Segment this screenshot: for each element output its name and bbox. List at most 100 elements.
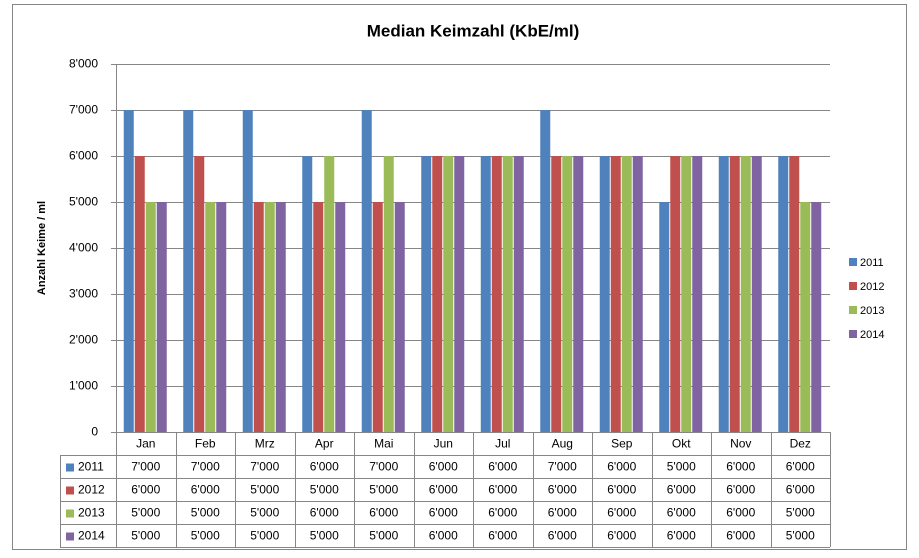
table-value: 6'000 xyxy=(607,483,636,497)
bar xyxy=(562,156,573,432)
table-value: 6'000 xyxy=(726,529,755,543)
legend-label: 2011 xyxy=(860,257,884,269)
bar xyxy=(134,156,145,432)
bar xyxy=(789,156,800,432)
x-tick-label: Dez xyxy=(790,437,811,451)
bar xyxy=(692,156,703,432)
bar xyxy=(551,156,562,432)
table-value: 7'000 xyxy=(191,460,220,474)
table-value: 6'000 xyxy=(310,460,339,474)
x-tick-label: Apr xyxy=(315,437,334,451)
table-value: 6'000 xyxy=(786,483,815,497)
bar xyxy=(432,156,443,432)
x-tick-label: Jun xyxy=(434,437,453,451)
table-value: 6'000 xyxy=(488,460,517,474)
table-value: 6'000 xyxy=(667,506,696,520)
table-value: 5'000 xyxy=(191,506,220,520)
table-value: 7'000 xyxy=(369,460,398,474)
bar xyxy=(778,156,789,432)
legend-label: 2012 xyxy=(860,281,884,293)
x-tick-label: Okt xyxy=(672,437,691,451)
table-value: 6'000 xyxy=(726,506,755,520)
bar xyxy=(513,156,524,432)
table-value: 5'000 xyxy=(310,529,339,543)
bar xyxy=(443,156,454,432)
table-value: 7'000 xyxy=(131,460,160,474)
table-value: 5'000 xyxy=(310,483,339,497)
table-value: 6'000 xyxy=(488,506,517,520)
table-value: 5'000 xyxy=(667,460,696,474)
bar xyxy=(659,202,670,432)
bar xyxy=(372,202,383,432)
table-value: 6'000 xyxy=(191,483,220,497)
bar xyxy=(540,110,551,432)
y-tick-label: 7'000 xyxy=(69,103,98,117)
table-value: 7'000 xyxy=(548,460,577,474)
bar xyxy=(502,156,513,432)
bar xyxy=(394,202,405,432)
x-tick-label: Aug xyxy=(552,437,573,451)
bar xyxy=(610,156,621,432)
bar xyxy=(599,156,610,432)
table-value: 6'000 xyxy=(548,506,577,520)
y-tick-label: 1'000 xyxy=(69,379,98,393)
bar xyxy=(183,110,194,432)
table-value: 6'000 xyxy=(310,506,339,520)
bar xyxy=(621,156,632,432)
bar xyxy=(811,202,822,432)
table-value: 6'000 xyxy=(548,483,577,497)
x-tick-label: Mrz xyxy=(255,437,275,451)
x-tick-label: Jan xyxy=(136,437,155,451)
x-tick-label: Sep xyxy=(611,437,633,451)
table-value: 5'000 xyxy=(250,529,279,543)
table-value: 5'000 xyxy=(131,529,160,543)
table-value: 6'000 xyxy=(131,483,160,497)
table-value: 6'000 xyxy=(607,529,636,543)
bar xyxy=(275,202,286,432)
bar xyxy=(302,156,313,432)
bar xyxy=(751,156,762,432)
x-tick-label: Nov xyxy=(730,437,751,451)
bar xyxy=(421,156,432,432)
bar xyxy=(335,202,346,432)
x-tick-label: Jul xyxy=(495,437,510,451)
table-legend-key xyxy=(66,509,74,518)
table-legend-key xyxy=(66,463,74,472)
table-value: 5'000 xyxy=(369,529,398,543)
bar xyxy=(194,156,205,432)
legend-key xyxy=(849,330,857,338)
bar xyxy=(253,202,264,432)
bar xyxy=(264,202,275,432)
table-value: 6'000 xyxy=(786,460,815,474)
chart-title: Median Keimzahl (KbE/ml) xyxy=(367,21,580,40)
table-value: 5'000 xyxy=(786,529,815,543)
table-value: 5'000 xyxy=(786,506,815,520)
bar xyxy=(156,202,167,432)
bar xyxy=(383,156,394,432)
y-tick-label: 3'000 xyxy=(69,287,98,301)
bar xyxy=(670,156,681,432)
bar xyxy=(361,110,372,432)
table-value: 6'000 xyxy=(667,483,696,497)
y-tick-label: 5'000 xyxy=(69,195,98,209)
y-axis-title: Anzahl Keime / ml xyxy=(36,201,48,295)
legend-key xyxy=(849,258,857,266)
bar xyxy=(313,202,324,432)
table-value: 6'000 xyxy=(488,529,517,543)
bar xyxy=(216,202,227,432)
bar xyxy=(491,156,502,432)
bar xyxy=(123,110,134,432)
bar xyxy=(740,156,751,432)
table-legend-key xyxy=(66,486,74,495)
table-value: 5'000 xyxy=(369,483,398,497)
bar xyxy=(681,156,692,432)
x-tick-label: Mai xyxy=(374,437,393,451)
bar xyxy=(800,202,811,432)
table-legend-key xyxy=(66,532,74,541)
table-value: 6'000 xyxy=(726,483,755,497)
table-series-name: 2014 xyxy=(78,529,105,543)
table-value: 6'000 xyxy=(369,506,398,520)
bar xyxy=(480,156,491,432)
bar xyxy=(632,156,643,432)
